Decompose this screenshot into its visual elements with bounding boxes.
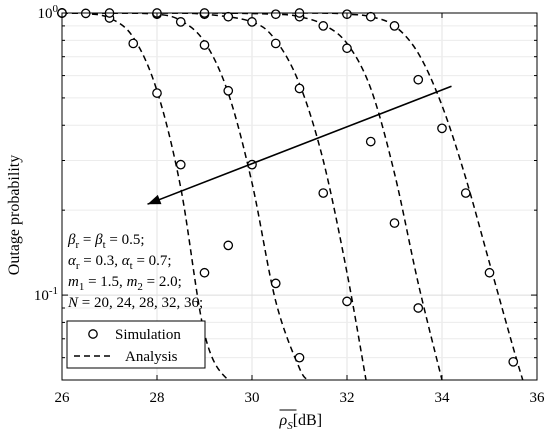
- y-axis-label: Outage probability: [6, 155, 23, 275]
- simulation-point: [342, 296, 352, 307]
- analysis-curve-5: [62, 13, 524, 380]
- x-tick-label: 32: [340, 390, 355, 406]
- axis-ticks: 26 28 30 32 34 36 100 10-1: [34, 3, 545, 406]
- legend-label-analysis: Analysis: [125, 349, 178, 365]
- simulation-point: [389, 218, 400, 228]
- simulation-point: [294, 83, 305, 94]
- annotation-line: αr = 0.3, αt = 0.7;: [68, 253, 172, 272]
- simulation-point: [365, 136, 376, 147]
- annotation-line: N = 20, 24, 28, 32, 36;: [67, 295, 203, 311]
- simulation-point: [247, 17, 257, 27]
- simulation-point: [484, 267, 495, 278]
- simulation-point: [270, 278, 281, 289]
- annotation-text: βr = βt = 0.5; αr = 0.3, αt = 0.7; m1 = 1.…: [67, 232, 203, 311]
- simulation-point: [460, 188, 471, 198]
- legend-label-simulation: Simulation: [115, 327, 181, 343]
- simulation-point: [318, 21, 329, 31]
- simulation-point: [342, 43, 352, 54]
- legend: Simulation Analysis: [66, 320, 206, 369]
- simulation-point: [318, 188, 329, 198]
- annotation-line: m1 = 1.5, m2 = 2.0;: [68, 274, 182, 293]
- simulation-point: [413, 74, 424, 85]
- simulation-point: [270, 38, 281, 49]
- arrow-head: [147, 194, 162, 205]
- x-tick-label: 34: [435, 390, 451, 406]
- x-axis-label-text: ρS[dB]: [279, 412, 323, 432]
- arrow-shaft: [147, 85, 452, 205]
- analysis-curve-1: [62, 13, 252, 380]
- simulation-point: [223, 85, 234, 96]
- x-tick-label: 30: [245, 390, 260, 406]
- plot-frame: [61, 12, 538, 381]
- legend-marker-circle: [88, 329, 98, 339]
- x-tick-label: 36: [530, 390, 546, 406]
- simulation-point: [389, 21, 400, 31]
- simulation-point: [223, 240, 234, 251]
- annotation-arrow: [147, 85, 452, 205]
- simulation-point: [199, 267, 210, 278]
- y-tick-label: 100: [38, 3, 59, 22]
- simulation-point: [365, 11, 376, 22]
- simulation-point: [508, 356, 519, 367]
- simulation-point: [175, 159, 186, 170]
- simulation-point: [152, 88, 162, 98]
- x-axis-label: ρS[dB]: [279, 409, 323, 432]
- x-tick-label: 26: [55, 390, 71, 406]
- simulation-point: [413, 303, 424, 313]
- simulation-point: [128, 38, 139, 49]
- simulation-point: [294, 352, 305, 363]
- legend-box: [66, 320, 206, 369]
- simulation-point: [270, 9, 281, 20]
- annotation-line: βr = βt = 0.5;: [67, 232, 145, 251]
- x-tick-label: 28: [150, 390, 165, 406]
- simulation-point: [223, 11, 234, 22]
- simulation-point: [437, 123, 447, 134]
- y-tick-label: 10-1: [34, 285, 58, 304]
- simulation-point: [199, 40, 210, 50]
- simulation-point: [175, 17, 186, 27]
